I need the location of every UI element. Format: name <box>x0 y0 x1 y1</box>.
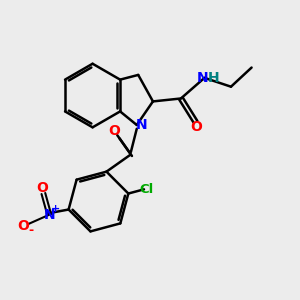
Text: -: - <box>28 224 34 237</box>
Text: O: O <box>108 124 120 138</box>
Text: N: N <box>196 71 208 85</box>
Text: N: N <box>136 118 148 132</box>
Text: N: N <box>44 208 55 222</box>
Text: Cl: Cl <box>140 183 154 196</box>
Text: O: O <box>190 120 202 134</box>
Text: O: O <box>17 219 29 232</box>
Text: O: O <box>37 181 48 195</box>
Text: H: H <box>208 71 220 85</box>
Text: +: + <box>51 204 60 214</box>
